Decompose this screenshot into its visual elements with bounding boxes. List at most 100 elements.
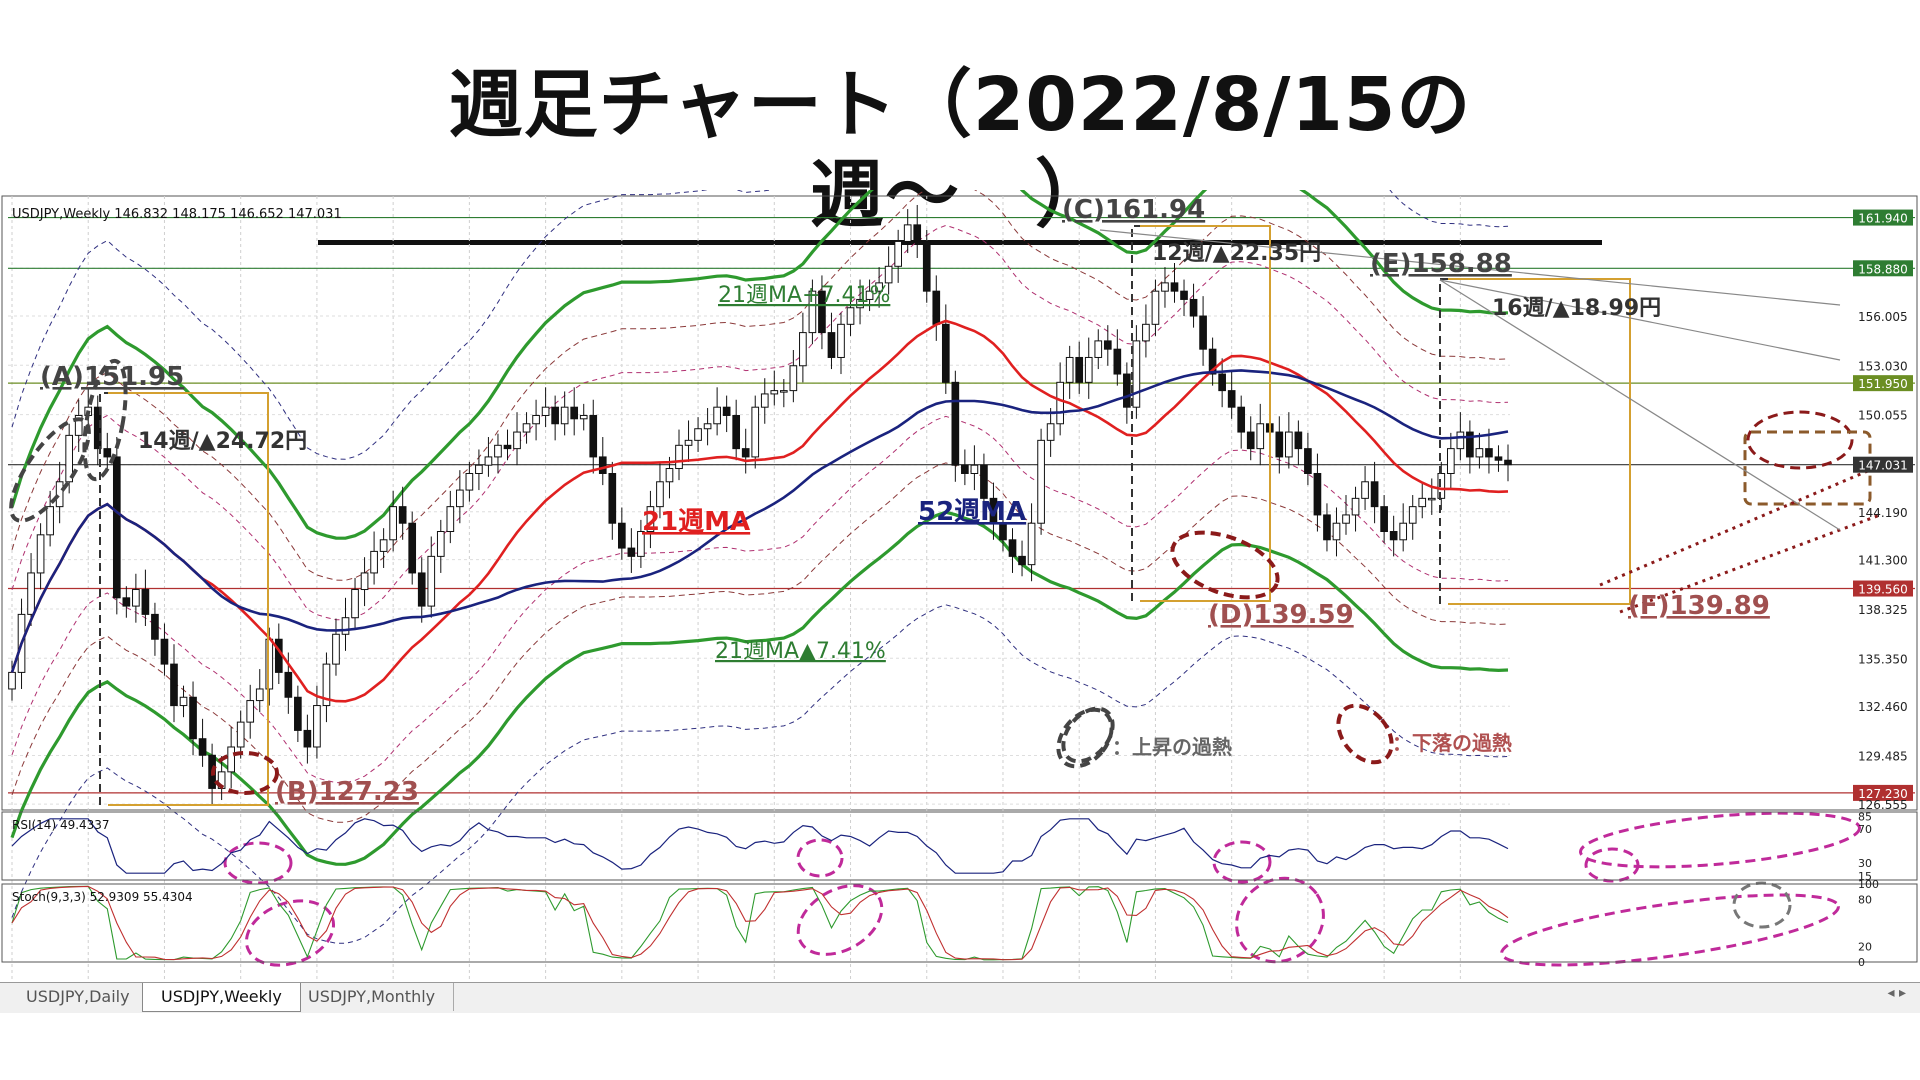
- stoch-level-label: 80: [1858, 894, 1872, 907]
- candle-body: [274, 638, 283, 673]
- candle-body: [1218, 373, 1226, 392]
- candle-body: [1380, 506, 1388, 533]
- candle-body: [913, 224, 922, 242]
- overheating-marker-ellipse: [1579, 811, 1861, 869]
- candle-body: [465, 472, 474, 491]
- candle-body: [646, 506, 655, 533]
- ma-envelope-band: [11, 190, 1509, 581]
- price-level-tag-label: 127.230: [1858, 787, 1908, 801]
- candle-body: [1351, 497, 1360, 516]
- extreme-price-label: (A)151.95: [40, 362, 184, 392]
- candle-body: [456, 489, 464, 508]
- candle-body: [1361, 481, 1369, 499]
- candle-body: [417, 572, 426, 607]
- overheating-marker-ellipse: [1584, 847, 1640, 883]
- candle-body: [608, 472, 617, 524]
- candle-body: [198, 738, 207, 756]
- fan-line: [1099, 229, 1841, 306]
- tab-usdjpy-daily[interactable]: USDJPY,Daily: [8, 983, 149, 1011]
- candle-body: [827, 332, 836, 358]
- fan-line: [1439, 279, 1841, 531]
- candle-body: [1046, 423, 1055, 441]
- candle-body: [55, 481, 64, 508]
- move-range-bracket: [1140, 225, 1271, 602]
- overheating-marker-ellipse: [1170, 530, 1280, 600]
- candle-body: [961, 464, 969, 474]
- tab-usdjpy-weekly[interactable]: USDJPY,Weekly: [142, 983, 301, 1012]
- candle-body: [313, 705, 321, 748]
- candle-body: [1313, 472, 1322, 516]
- candle-body: [1370, 481, 1379, 508]
- rsi-panel-frame: [1, 811, 1918, 881]
- candle-body: [408, 522, 417, 574]
- candle-body: [484, 456, 493, 466]
- candle-body: [1494, 456, 1503, 461]
- candle-body: [1437, 472, 1446, 499]
- candle-body: [332, 633, 340, 665]
- overheating-marker-ellipse: [796, 838, 844, 878]
- stoch-panel-frame: [1, 883, 1918, 963]
- legend-up-marker-icon: [1061, 706, 1115, 764]
- candle-body: [732, 414, 741, 450]
- candle-body: [799, 332, 807, 367]
- candle-body: [560, 406, 569, 425]
- candle-body: [627, 547, 636, 557]
- candle-body: [389, 506, 397, 541]
- candle-body: [284, 671, 293, 698]
- rsi-line: [11, 818, 1509, 874]
- candle-body: [494, 444, 502, 458]
- candle-body: [589, 414, 598, 458]
- y-tick-label: 132.460: [1858, 700, 1908, 714]
- trend-line: [1599, 468, 1871, 587]
- candle-body: [341, 617, 350, 635]
- candle-body: [1475, 448, 1484, 458]
- candle-body: [1227, 390, 1236, 408]
- candle-body: [922, 240, 931, 292]
- candle-body: [322, 663, 331, 707]
- candle-body: [303, 729, 312, 748]
- candle-body: [446, 506, 455, 533]
- move-size-label: 12週/▲22.35円: [1152, 241, 1321, 266]
- candle-body: [551, 406, 559, 425]
- candle-body: [93, 406, 102, 450]
- candle-body: [875, 282, 883, 292]
- candle-body: [570, 406, 579, 420]
- candle-body: [170, 663, 178, 707]
- candle-body: [951, 381, 960, 466]
- price-level-tag: [1853, 784, 1913, 801]
- overheating-marker-ellipse: [82, 358, 128, 482]
- candle-body: [989, 497, 998, 524]
- y-tick-label: 156.005: [1858, 310, 1908, 324]
- price-panel-frame: [1, 195, 1918, 811]
- extreme-price-label: (C)161.94: [1062, 195, 1205, 225]
- candle-body: [513, 431, 521, 450]
- candle-body: [294, 696, 302, 731]
- overheating-marker-ellipse: [1212, 840, 1272, 884]
- candle-body: [1446, 448, 1455, 474]
- overheating-marker-ellipse: [223, 841, 293, 885]
- stoch-label: Stoch(9,3,3) 52.9309 55.4304: [12, 890, 193, 904]
- candle-body: [779, 390, 788, 393]
- tab-scroll-arrows-icon[interactable]: ◂ ▸: [1887, 985, 1906, 1001]
- candle-body: [941, 323, 950, 383]
- move-range-bracket: [108, 392, 269, 806]
- candle-body: [1065, 356, 1074, 383]
- candle-body: [1504, 459, 1512, 466]
- candle-body: [1275, 431, 1284, 458]
- candle-body: [741, 448, 750, 458]
- candle-body: [36, 534, 45, 574]
- candle-body: [656, 481, 664, 508]
- candle-body: [1180, 290, 1188, 300]
- candle-body: [227, 746, 235, 773]
- candle-body: [1151, 290, 1160, 325]
- candle-body: [351, 589, 359, 619]
- candle-body: [1294, 431, 1303, 450]
- candle-body: [1342, 514, 1350, 524]
- tab-usdjpy-monthly[interactable]: USDJPY,Monthly: [290, 983, 455, 1011]
- candle-body: [1246, 431, 1255, 450]
- candle-body: [255, 688, 264, 702]
- ma-envelope-band: [11, 415, 1509, 784]
- y-tick-label: 141.300: [1858, 554, 1908, 568]
- candle-body: [74, 414, 83, 436]
- candle-body: [1018, 555, 1026, 566]
